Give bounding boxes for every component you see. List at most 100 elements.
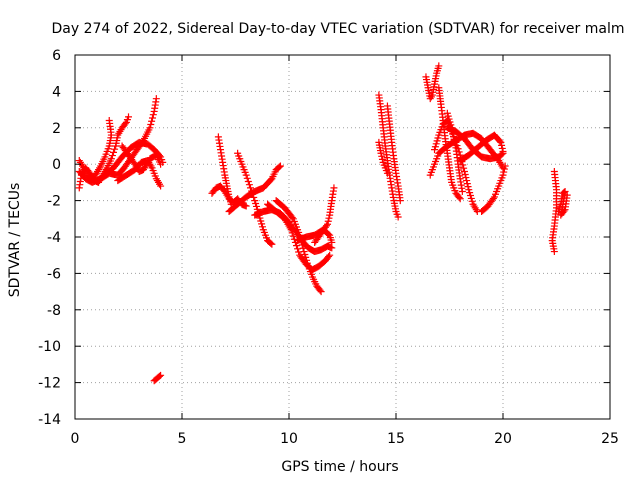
data-point bbox=[563, 191, 571, 199]
y-tick-label: 4 bbox=[52, 84, 61, 100]
data-point bbox=[462, 174, 470, 182]
x-tick-labels: 0 5 10 15 20 25 bbox=[71, 431, 619, 447]
data-point bbox=[458, 188, 466, 195]
data-point bbox=[461, 171, 469, 179]
data-point bbox=[146, 124, 154, 132]
data-point bbox=[267, 239, 275, 247]
data-point bbox=[396, 197, 404, 205]
data-point bbox=[324, 220, 332, 228]
data-point bbox=[121, 120, 129, 128]
data-point bbox=[498, 144, 506, 152]
data-point bbox=[435, 62, 443, 70]
data-point bbox=[148, 114, 156, 122]
data-point bbox=[268, 240, 276, 248]
x-tick-label: 20 bbox=[494, 431, 512, 447]
data-point bbox=[157, 160, 165, 168]
data-point bbox=[377, 149, 385, 157]
y-tick-labels: -14 -12 -10 -8 -6 -4 -2 0 2 4 6 bbox=[38, 48, 61, 428]
data-point bbox=[455, 193, 463, 201]
data-point bbox=[456, 195, 464, 203]
data-point bbox=[560, 207, 568, 215]
data-point bbox=[322, 222, 330, 230]
data-point bbox=[243, 174, 251, 182]
x-tick-label: 5 bbox=[178, 431, 187, 447]
data-point bbox=[500, 165, 508, 173]
data-point bbox=[500, 168, 508, 176]
data-point bbox=[288, 229, 296, 237]
data-point bbox=[330, 184, 338, 192]
data-points bbox=[75, 62, 571, 385]
data-point bbox=[496, 137, 504, 145]
data-point bbox=[499, 171, 507, 179]
y-tick-label: 2 bbox=[52, 121, 61, 137]
data-point bbox=[149, 111, 157, 119]
data-point bbox=[498, 141, 506, 149]
data-point bbox=[287, 226, 295, 234]
data-point bbox=[107, 155, 115, 163]
data-point bbox=[111, 145, 119, 153]
x-tick-label: 25 bbox=[601, 431, 619, 447]
grid-lines bbox=[75, 55, 610, 419]
y-tick-label: -6 bbox=[47, 266, 61, 282]
data-point bbox=[383, 169, 391, 177]
data-point bbox=[489, 194, 497, 202]
data-point bbox=[394, 213, 402, 221]
data-point bbox=[298, 241, 306, 249]
data-point bbox=[463, 180, 471, 188]
data-point bbox=[245, 181, 253, 189]
data-point bbox=[328, 238, 336, 246]
data-point bbox=[156, 372, 164, 380]
data-point bbox=[463, 177, 471, 185]
data-point bbox=[378, 155, 386, 163]
x-tick-label: 10 bbox=[280, 431, 298, 447]
data-point bbox=[152, 95, 160, 103]
y-tick-label: -2 bbox=[47, 194, 61, 210]
data-point bbox=[105, 117, 113, 125]
data-point bbox=[275, 163, 283, 171]
data-point bbox=[460, 167, 468, 175]
y-tick-label: 0 bbox=[52, 157, 61, 173]
y-tick-label: -8 bbox=[47, 303, 61, 319]
data-point bbox=[148, 117, 156, 125]
x-tick-label: 15 bbox=[387, 431, 405, 447]
data-point bbox=[244, 177, 252, 185]
data-point bbox=[242, 171, 250, 179]
data-point bbox=[499, 147, 507, 155]
chart-title: Day 274 of 2022, Sidereal Day-to-day VTE… bbox=[52, 21, 625, 37]
data-point bbox=[108, 152, 116, 160]
y-tick-label: -14 bbox=[38, 412, 61, 428]
data-point bbox=[110, 148, 118, 156]
y-axis-label: SDTVAR / TECUs bbox=[7, 183, 23, 298]
data-point bbox=[550, 248, 558, 256]
data-point bbox=[242, 202, 250, 210]
data-point bbox=[316, 286, 324, 294]
data-point bbox=[501, 162, 509, 170]
data-point bbox=[378, 152, 386, 160]
data-point bbox=[324, 217, 332, 225]
y-tick-label: -4 bbox=[47, 230, 61, 246]
axis-ticks bbox=[74, 54, 611, 420]
data-point bbox=[276, 162, 284, 170]
data-point bbox=[460, 164, 468, 172]
y-tick-label: -10 bbox=[38, 339, 61, 355]
data-point bbox=[157, 371, 165, 379]
data-point bbox=[157, 182, 165, 190]
data-point bbox=[326, 251, 334, 259]
data-point bbox=[317, 288, 325, 296]
data-point bbox=[289, 232, 297, 240]
data-point bbox=[464, 183, 472, 191]
data-point bbox=[497, 138, 505, 146]
data-point bbox=[299, 244, 307, 252]
data-point bbox=[325, 214, 333, 222]
data-point bbox=[292, 242, 300, 250]
data-point bbox=[246, 184, 254, 192]
y-tick-label: 6 bbox=[52, 48, 61, 64]
data-point bbox=[288, 213, 296, 221]
data-point bbox=[125, 113, 132, 121]
y-tick-label: -12 bbox=[38, 376, 61, 392]
x-axis-label: GPS time / hours bbox=[281, 459, 398, 475]
data-point bbox=[147, 121, 155, 129]
data-point bbox=[325, 253, 333, 261]
x-tick-label: 0 bbox=[71, 431, 80, 447]
